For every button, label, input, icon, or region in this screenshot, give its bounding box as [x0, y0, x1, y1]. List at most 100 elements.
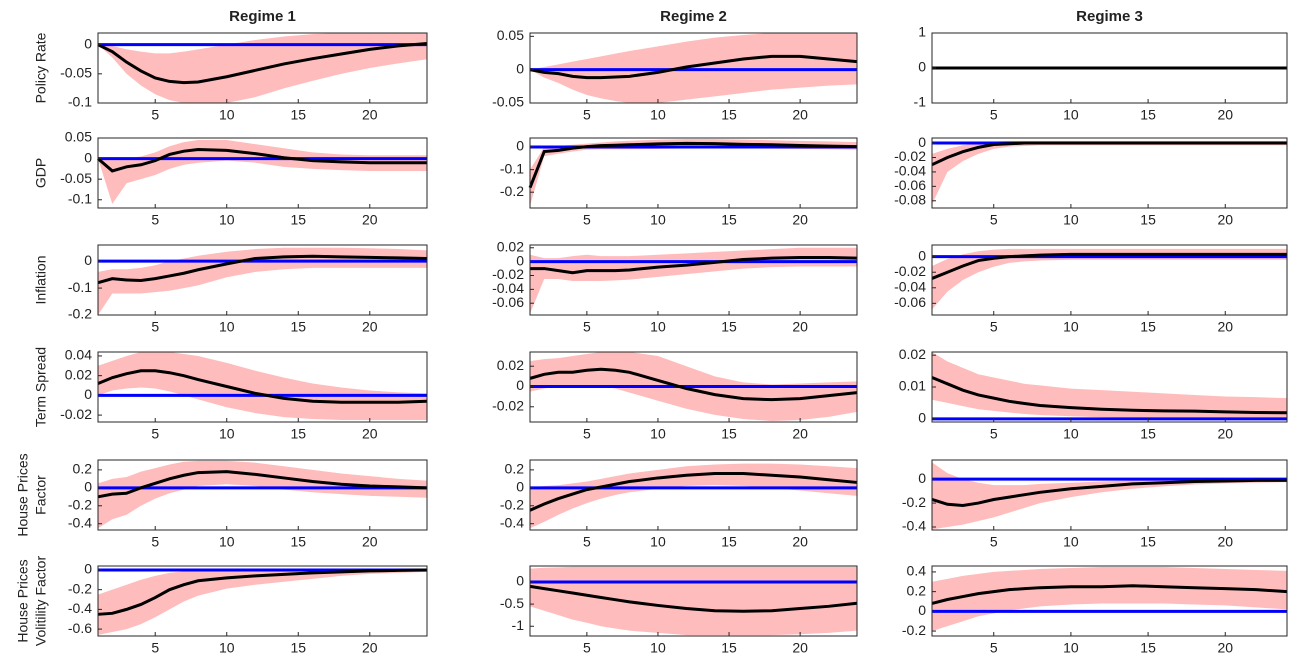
x-tick-label: 10 [650, 534, 666, 550]
axes-frame [97, 459, 428, 531]
x-tick-label: 15 [1140, 426, 1156, 442]
y-tick-label: 0 [84, 149, 92, 165]
response-line [931, 584, 1288, 605]
y-axis-label: House Prices [15, 559, 31, 642]
x-tick-label: 20 [1217, 426, 1233, 442]
x-tick-label: 5 [151, 212, 159, 228]
x-tick-label: 10 [1063, 107, 1079, 123]
response-line [97, 470, 428, 499]
y-tick-label: 0 [516, 252, 524, 268]
confidence-band [98, 352, 427, 421]
y-tick-label: -0.2 [500, 183, 524, 199]
y-tick-label: -0.02 [894, 148, 926, 164]
x-tick-label: 20 [1217, 319, 1233, 335]
x-tick-label: 20 [362, 426, 378, 442]
y-tick-label: -0.05 [60, 65, 92, 81]
y-tick-label: 0.2 [907, 582, 927, 598]
y-tick-label: -0.06 [492, 294, 524, 310]
y-axis-label: Policy Rate [33, 32, 49, 103]
x-tick-label: 10 [219, 426, 235, 442]
x-tick-label: 15 [721, 426, 737, 442]
x-tick-label: 5 [583, 426, 591, 442]
y-tick-label: -0.2 [500, 496, 524, 512]
y-tick-label: 0 [918, 134, 926, 150]
axes-frame [529, 244, 858, 316]
y-tick-label: -0.04 [492, 280, 524, 296]
y-tick-label: -0.4 [902, 518, 926, 534]
y-tick-label: -0.04 [894, 278, 926, 294]
y-tick-label: -0.1 [500, 160, 524, 176]
x-tick-label: 20 [792, 212, 808, 228]
response-line [529, 367, 858, 402]
x-tick-label: 5 [583, 319, 591, 335]
confidence-band [932, 566, 1287, 632]
y-axis-label: GDP [33, 158, 49, 188]
x-tick-label: 10 [1063, 212, 1079, 228]
confidence-band [530, 566, 857, 636]
x-tick-label: 5 [151, 319, 159, 335]
y-tick-label: 0.02 [899, 346, 926, 362]
x-tick-label: 10 [219, 319, 235, 335]
y-tick-label: 0 [918, 602, 926, 618]
response-line [529, 584, 858, 613]
x-tick-label: 20 [1217, 640, 1233, 656]
axes-frame [931, 565, 1288, 637]
axes-frame [97, 32, 428, 104]
x-tick-label: 5 [151, 534, 159, 550]
y-tick-label: 0 [516, 573, 524, 589]
x-tick-label: 20 [1217, 107, 1233, 123]
x-tick-label: 5 [583, 212, 591, 228]
response-line [97, 42, 428, 85]
x-tick-label: 10 [219, 534, 235, 550]
axes-frame [529, 32, 858, 104]
y-tick-label: 0 [918, 410, 926, 426]
confidence-band [98, 247, 427, 315]
y-tick-label: -0.2 [902, 494, 926, 510]
y-tick-label: 0.02 [497, 357, 524, 373]
confidence-band [932, 462, 1287, 530]
y-tick-label: -0.6 [68, 620, 92, 636]
y-tick-label: -0.04 [894, 163, 926, 179]
y-tick-label: 0 [516, 138, 524, 154]
y-tick-label: -0.4 [68, 514, 92, 530]
y-tick-label: -0.2 [68, 496, 92, 512]
y-tick-label: -0.2 [68, 580, 92, 596]
x-tick-label: 5 [151, 426, 159, 442]
x-tick-label: 10 [1063, 426, 1079, 442]
y-tick-label: -0.1 [68, 190, 92, 206]
response-line [529, 471, 858, 512]
y-tick-label: -0.1 [68, 94, 92, 110]
x-tick-label: 5 [990, 426, 998, 442]
y-tick-label: -0.05 [492, 94, 524, 110]
x-tick-label: 20 [792, 319, 808, 335]
x-tick-label: 5 [990, 640, 998, 656]
x-tick-label: 10 [1063, 640, 1079, 656]
x-tick-label: 15 [721, 534, 737, 550]
response-line [931, 141, 1287, 167]
x-tick-label: 5 [583, 640, 591, 656]
axes-frame [931, 244, 1288, 316]
axes-frame [529, 351, 858, 423]
x-tick-label: 15 [290, 212, 306, 228]
y-tick-label: 0.02 [497, 238, 524, 254]
column-title: Regime 2 [660, 8, 727, 25]
x-tick-label: 5 [990, 534, 998, 550]
y-tick-label: 0.2 [73, 461, 93, 477]
x-tick-label: 15 [1140, 534, 1156, 550]
x-tick-label: 10 [650, 212, 666, 228]
y-tick-label: 0 [516, 60, 524, 76]
axes-frame [97, 565, 428, 637]
y-tick-label: -0.05 [60, 170, 92, 186]
x-tick-label: 15 [721, 640, 737, 656]
y-tick-label: 0 [84, 252, 92, 268]
y-tick-label: -0.5 [500, 595, 524, 611]
x-tick-label: 5 [990, 319, 998, 335]
y-tick-label: 0 [918, 470, 926, 486]
y-tick-label: -0.02 [492, 266, 524, 282]
x-tick-label: 15 [290, 640, 306, 656]
y-tick-label: -0.4 [68, 600, 92, 616]
x-tick-label: 5 [583, 107, 591, 123]
y-axis-label: Inflation [33, 255, 49, 304]
x-tick-label: 15 [1140, 640, 1156, 656]
